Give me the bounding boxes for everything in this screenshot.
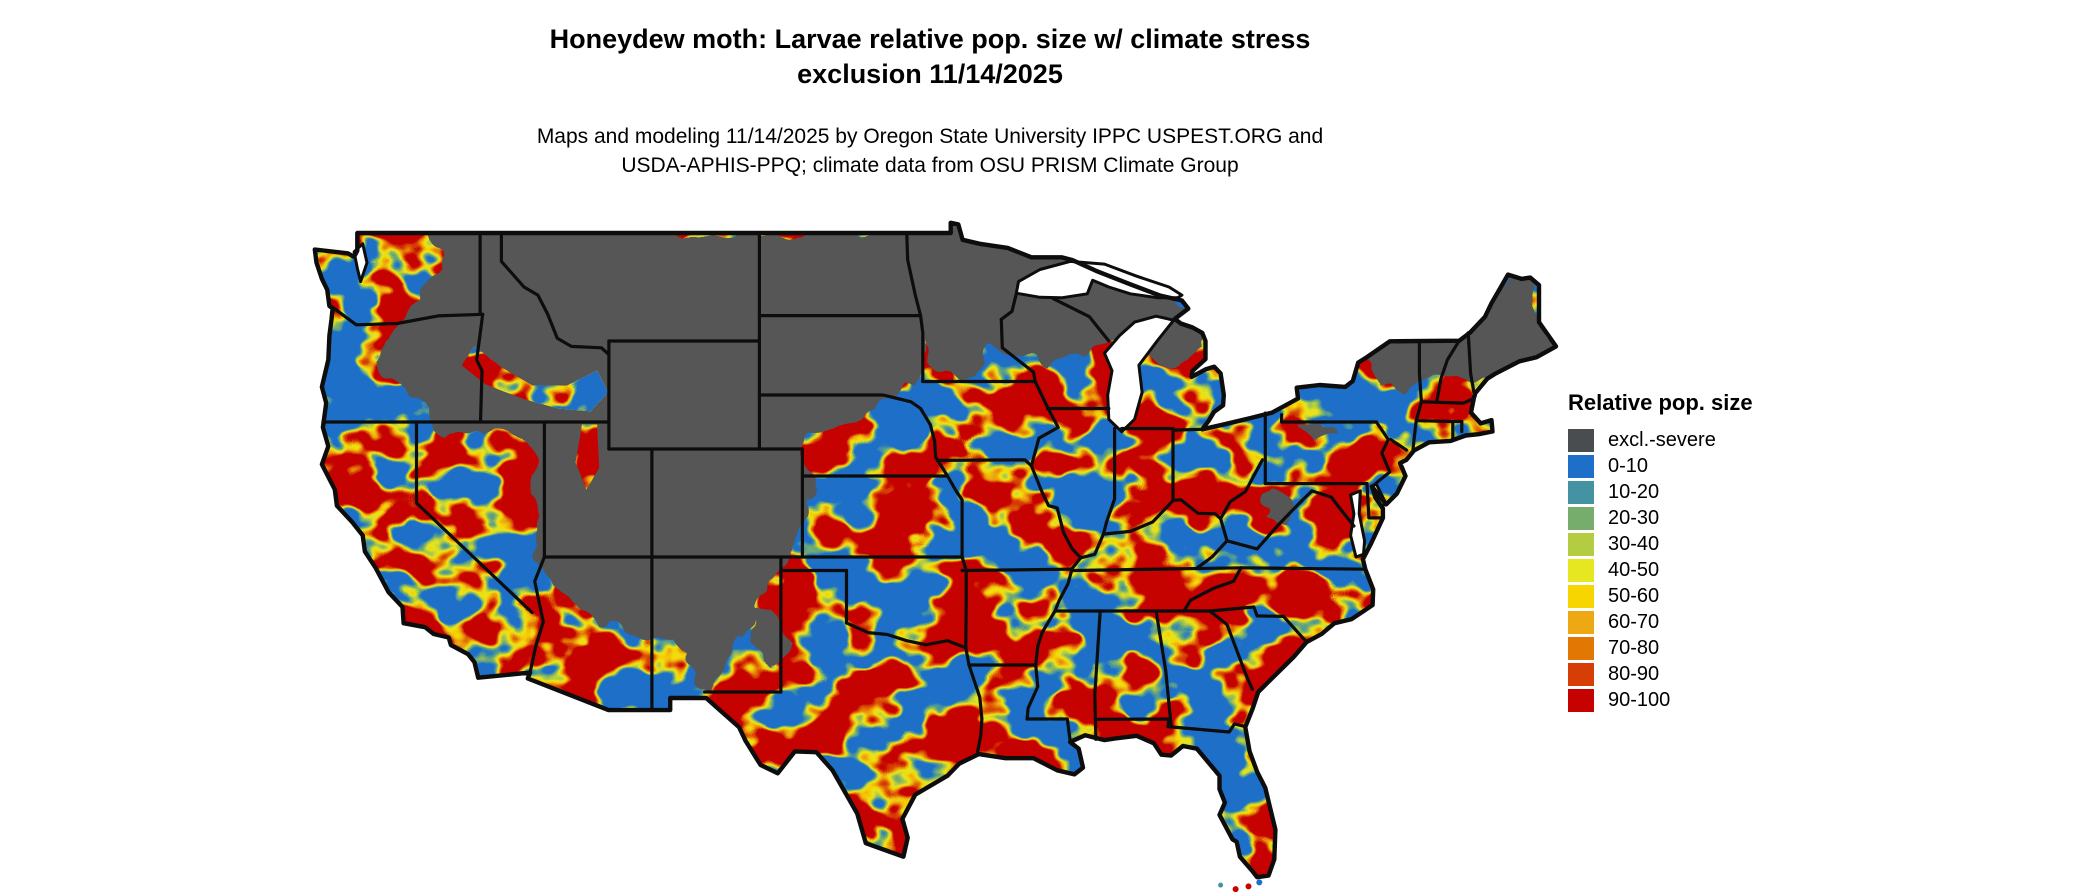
state-borders [321, 231, 1476, 753]
legend-item: 10-20 [1568, 479, 1753, 505]
legend-item: 30-40 [1568, 531, 1753, 557]
map-title-line1: Honeydew moth: Larvae relative pop. size… [549, 24, 1311, 54]
legend-item: 60-70 [1568, 609, 1753, 635]
legend-swatch-icon [1568, 532, 1594, 556]
legend-item-label: excl.-severe [1608, 428, 1716, 451]
legend-item: 90-100 [1568, 687, 1753, 713]
legend-item: excl.-severe [1568, 427, 1753, 453]
legend-item-label: 20-30 [1608, 506, 1660, 529]
legend-swatch-icon [1568, 454, 1594, 478]
legend-item-label: 50-60 [1608, 584, 1660, 607]
map-subtitle: Maps and modeling 11/14/2025 by Oregon S… [0, 122, 1860, 180]
map-subtitle-line2: USDA-APHIS-PPQ; climate data from OSU PR… [621, 154, 1239, 177]
legend-title: Relative pop. size [1568, 390, 1753, 415]
map-subtitle-line1: Maps and modeling 11/14/2025 by Oregon S… [536, 125, 1324, 148]
legend-item: 70-80 [1568, 635, 1753, 661]
population-raster [300, 222, 1556, 892]
map-title-line2: exclusion 11/14/2025 [797, 59, 1063, 89]
legend-item-label: 0-10 [1608, 454, 1649, 477]
legend-item-label: 80-90 [1608, 662, 1660, 685]
legend-item-label: 70-80 [1608, 636, 1660, 659]
legend-item: 50-60 [1568, 583, 1753, 609]
legend-swatch-icon [1568, 610, 1594, 634]
legend-swatch-icon [1568, 662, 1594, 686]
legend-item-label: 10-20 [1608, 480, 1660, 503]
legend-item-label: 60-70 [1608, 610, 1660, 633]
legend-swatch-icon [1568, 480, 1594, 504]
legend-item-label: 40-50 [1608, 558, 1660, 581]
legend-item: 80-90 [1568, 661, 1753, 687]
legend-item-label: 90-100 [1608, 688, 1671, 711]
legend-swatch-icon [1568, 428, 1594, 452]
legend-item: 40-50 [1568, 557, 1753, 583]
florida-keys [1218, 879, 1263, 892]
legend-item: 0-10 [1568, 453, 1753, 479]
legend-swatch-icon [1568, 636, 1594, 660]
us-outline [312, 220, 1559, 880]
legend-item: 20-30 [1568, 505, 1753, 531]
legend-item-label: 30-40 [1608, 532, 1660, 555]
map-title: Honeydew moth: Larvae relative pop. size… [0, 22, 1860, 92]
legend-swatch-icon [1568, 558, 1594, 582]
legend-swatch-icon [1568, 584, 1594, 608]
legend-items: excl.-severe 0-10 10-20 20-30 30-40 40-50 50-6… [1568, 427, 1753, 713]
legend-swatch-icon [1568, 688, 1594, 712]
legend: Relative pop. size excl.-severe 0-10 10-20… [1568, 390, 1753, 713]
legend-swatch-icon [1568, 506, 1594, 530]
